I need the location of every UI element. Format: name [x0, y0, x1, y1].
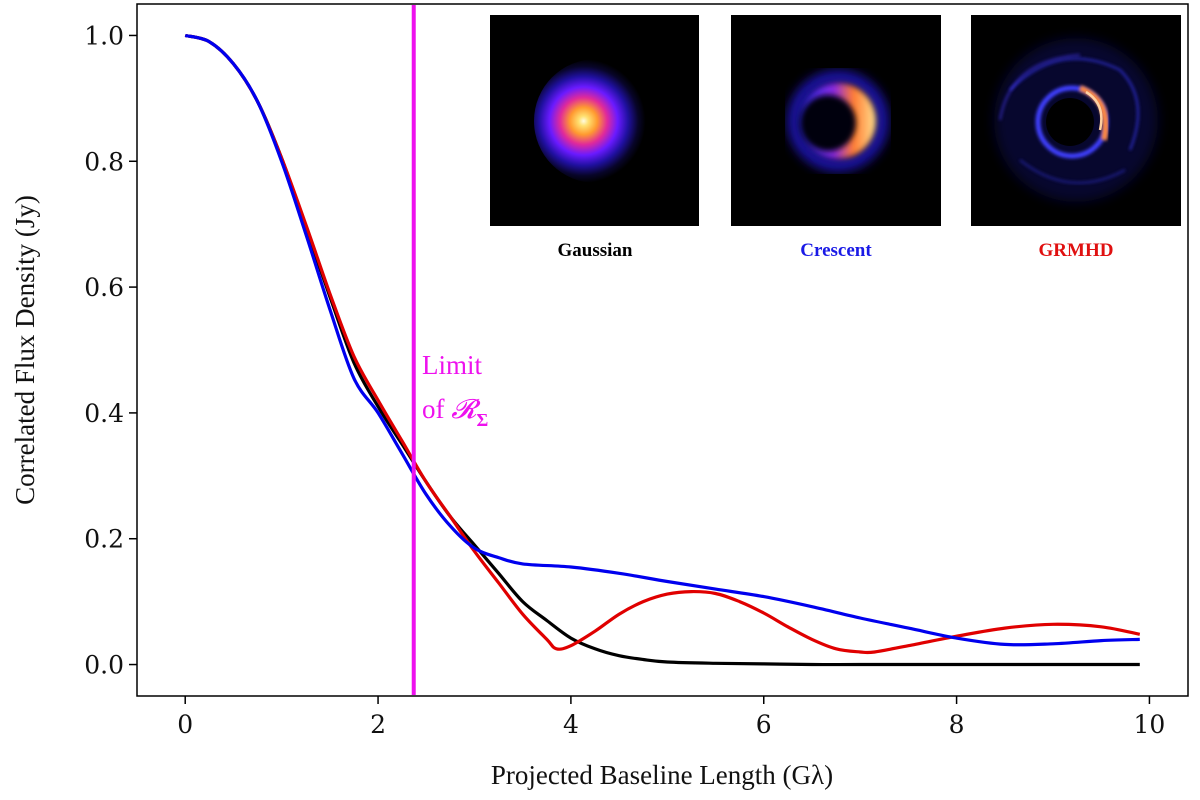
- y-tick-label-1.0: 1.0: [84, 21, 124, 50]
- x-axis-title: Projected Baseline Length (Gλ): [491, 760, 833, 790]
- series-line-crescent: [184, 33, 1140, 647]
- y-axis-ticks: [129, 34, 137, 666]
- y-tick-label-0.4: 0.4: [84, 399, 124, 428]
- limit-annotation-line2: of 𝓡Σ: [422, 394, 488, 430]
- y-tick-label-0.0: 0.0: [84, 651, 124, 680]
- x-axis-ticks: [184, 696, 1151, 704]
- x-tick-label-10: 10: [1134, 710, 1166, 739]
- limit-annotation-prefix: of: [422, 394, 451, 424]
- x-tick-label-6: 6: [756, 710, 772, 739]
- inset-gaussian-image: [490, 15, 699, 226]
- x-tick-label-4: 4: [563, 710, 579, 739]
- y-tick-label-0.8: 0.8: [84, 147, 124, 176]
- limit-annotation-script: 𝓡: [451, 394, 481, 424]
- inset-label-crescent: Crescent: [800, 240, 872, 261]
- limit-annotation-line1: Limit: [422, 350, 482, 380]
- y-tick-label-0.6: 0.6: [84, 273, 124, 302]
- x-tick-label-0: 0: [177, 710, 193, 739]
- x-tick-label-8: 8: [949, 710, 965, 739]
- inset-grmhd-image: [971, 15, 1181, 226]
- plot-frame: [136, 3, 1189, 697]
- inset-label-grmhd: GRMHD: [1039, 240, 1114, 261]
- y-tick-label-0.2: 0.2: [84, 525, 124, 554]
- x-tick-label-2: 2: [370, 710, 386, 739]
- y-axis-title: Correlated Flux Density (Jy): [10, 195, 40, 505]
- inset-label-gaussian: Gaussian: [558, 240, 633, 261]
- series-line-grmhd: [184, 33, 1141, 655]
- inset-crescent-image: [731, 15, 941, 226]
- limit-annotation-subscript: Σ: [476, 410, 488, 430]
